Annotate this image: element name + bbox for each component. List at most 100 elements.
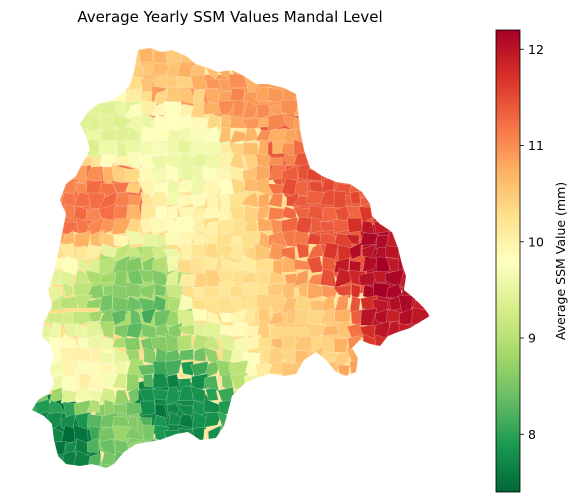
mandal-cell xyxy=(111,309,127,326)
mandal-cell xyxy=(194,346,207,362)
mandal-cell xyxy=(33,182,53,195)
mandal-cell xyxy=(62,281,73,297)
mandal-cell xyxy=(34,48,53,53)
mandal-cell xyxy=(387,60,403,79)
mandal-cell xyxy=(32,127,41,142)
mandal-cell xyxy=(73,230,91,247)
mandal-cell xyxy=(35,465,54,468)
mandal-cell xyxy=(424,469,441,481)
mandal-cell xyxy=(220,437,234,456)
mandal-cell xyxy=(32,205,39,224)
mandal-cell xyxy=(32,115,41,127)
mandal-cell xyxy=(112,181,131,195)
mandal-cell xyxy=(215,453,231,467)
mandal-cell xyxy=(216,49,234,67)
mandal-cell xyxy=(332,48,352,52)
mandal-cell xyxy=(293,428,313,445)
mandal-cell xyxy=(257,439,274,455)
mandal-cell xyxy=(428,73,430,92)
mandal-cell xyxy=(33,294,51,315)
mandal-cell xyxy=(371,179,390,198)
mandal-cell xyxy=(150,217,168,236)
mandal-cell xyxy=(348,389,364,404)
mandal-cell xyxy=(267,113,285,133)
mandal-cell xyxy=(216,48,234,51)
mandal-cell xyxy=(99,257,114,275)
mandal-cell xyxy=(191,308,208,321)
mandal-cell xyxy=(399,388,415,403)
mandal-cell xyxy=(33,281,51,301)
mandal-cell xyxy=(424,233,430,245)
mandal-cell xyxy=(126,295,143,312)
mandal-cell xyxy=(100,63,117,75)
mandal-cell xyxy=(176,216,197,234)
mandal-cell xyxy=(280,464,298,468)
mandal-cell xyxy=(410,192,430,209)
mandal-cell xyxy=(32,219,37,237)
mandal-cell xyxy=(32,153,40,167)
mandal-cell xyxy=(348,62,365,80)
mandal-cell xyxy=(373,220,392,234)
mandal-cell xyxy=(426,152,430,172)
mandal-cell xyxy=(203,466,222,468)
mandal-cell xyxy=(413,322,429,340)
mandal-cell xyxy=(348,242,362,260)
mandal-cell xyxy=(372,127,391,144)
mandal-cell xyxy=(32,425,38,445)
mandal-cell xyxy=(87,437,99,453)
mandal-cell xyxy=(34,230,50,248)
mandal-cell xyxy=(34,50,50,63)
mandal-cell xyxy=(333,113,350,129)
mandal-cell xyxy=(362,256,379,273)
mandal-cell xyxy=(307,373,327,387)
mandal-cell xyxy=(320,425,339,445)
mandal-cell xyxy=(333,74,351,93)
mandal-cell xyxy=(177,451,197,465)
mandal-cell xyxy=(295,453,314,468)
mandal-cell xyxy=(47,78,65,91)
mandal-cell xyxy=(32,282,38,300)
mandal-cell xyxy=(192,427,205,444)
mandal-cell xyxy=(360,413,376,426)
mandal-cell xyxy=(166,465,183,468)
mandal-cell xyxy=(98,112,118,130)
mandal-cell xyxy=(385,76,402,92)
mandal-cell xyxy=(424,348,430,366)
mandal-cell xyxy=(60,389,79,404)
mandal-cell xyxy=(397,178,416,198)
mandal-cell xyxy=(46,312,64,326)
mandal-cell xyxy=(215,467,233,468)
mandal-cell xyxy=(89,48,102,54)
mandal-cell xyxy=(372,49,387,63)
mandal-cell xyxy=(99,463,116,468)
mandal-cell xyxy=(281,255,298,273)
mandal-cell xyxy=(86,399,101,413)
mandal-cell xyxy=(374,454,391,468)
mandal-cell xyxy=(73,156,92,168)
mandal-cell xyxy=(423,439,430,453)
mandal-cell xyxy=(400,336,417,354)
mandal-cell xyxy=(177,179,194,193)
mandal-cell xyxy=(101,48,117,53)
mandal-cell xyxy=(241,48,262,66)
mandal-cell xyxy=(399,348,417,362)
mandal-cell xyxy=(230,285,243,297)
mandal-cell xyxy=(229,151,246,170)
mandal-cell xyxy=(268,400,284,416)
mandal-cell xyxy=(36,268,54,289)
mandal-cell xyxy=(34,455,49,467)
mandal-cell xyxy=(309,413,325,428)
mandal-cell xyxy=(423,115,430,132)
mandal-cell xyxy=(165,231,180,246)
mandal-cell xyxy=(389,102,404,119)
mandal-cell xyxy=(320,388,340,405)
mandal-cell xyxy=(426,270,430,285)
mandal-cell xyxy=(273,48,282,63)
mandal-cell xyxy=(297,52,312,67)
mandal-cell xyxy=(306,112,327,132)
mandal-cell xyxy=(78,140,88,157)
mandal-cell xyxy=(268,412,284,432)
mandal-cell xyxy=(269,439,283,457)
mandal-cell xyxy=(166,86,182,104)
mandal-cell xyxy=(126,373,140,392)
